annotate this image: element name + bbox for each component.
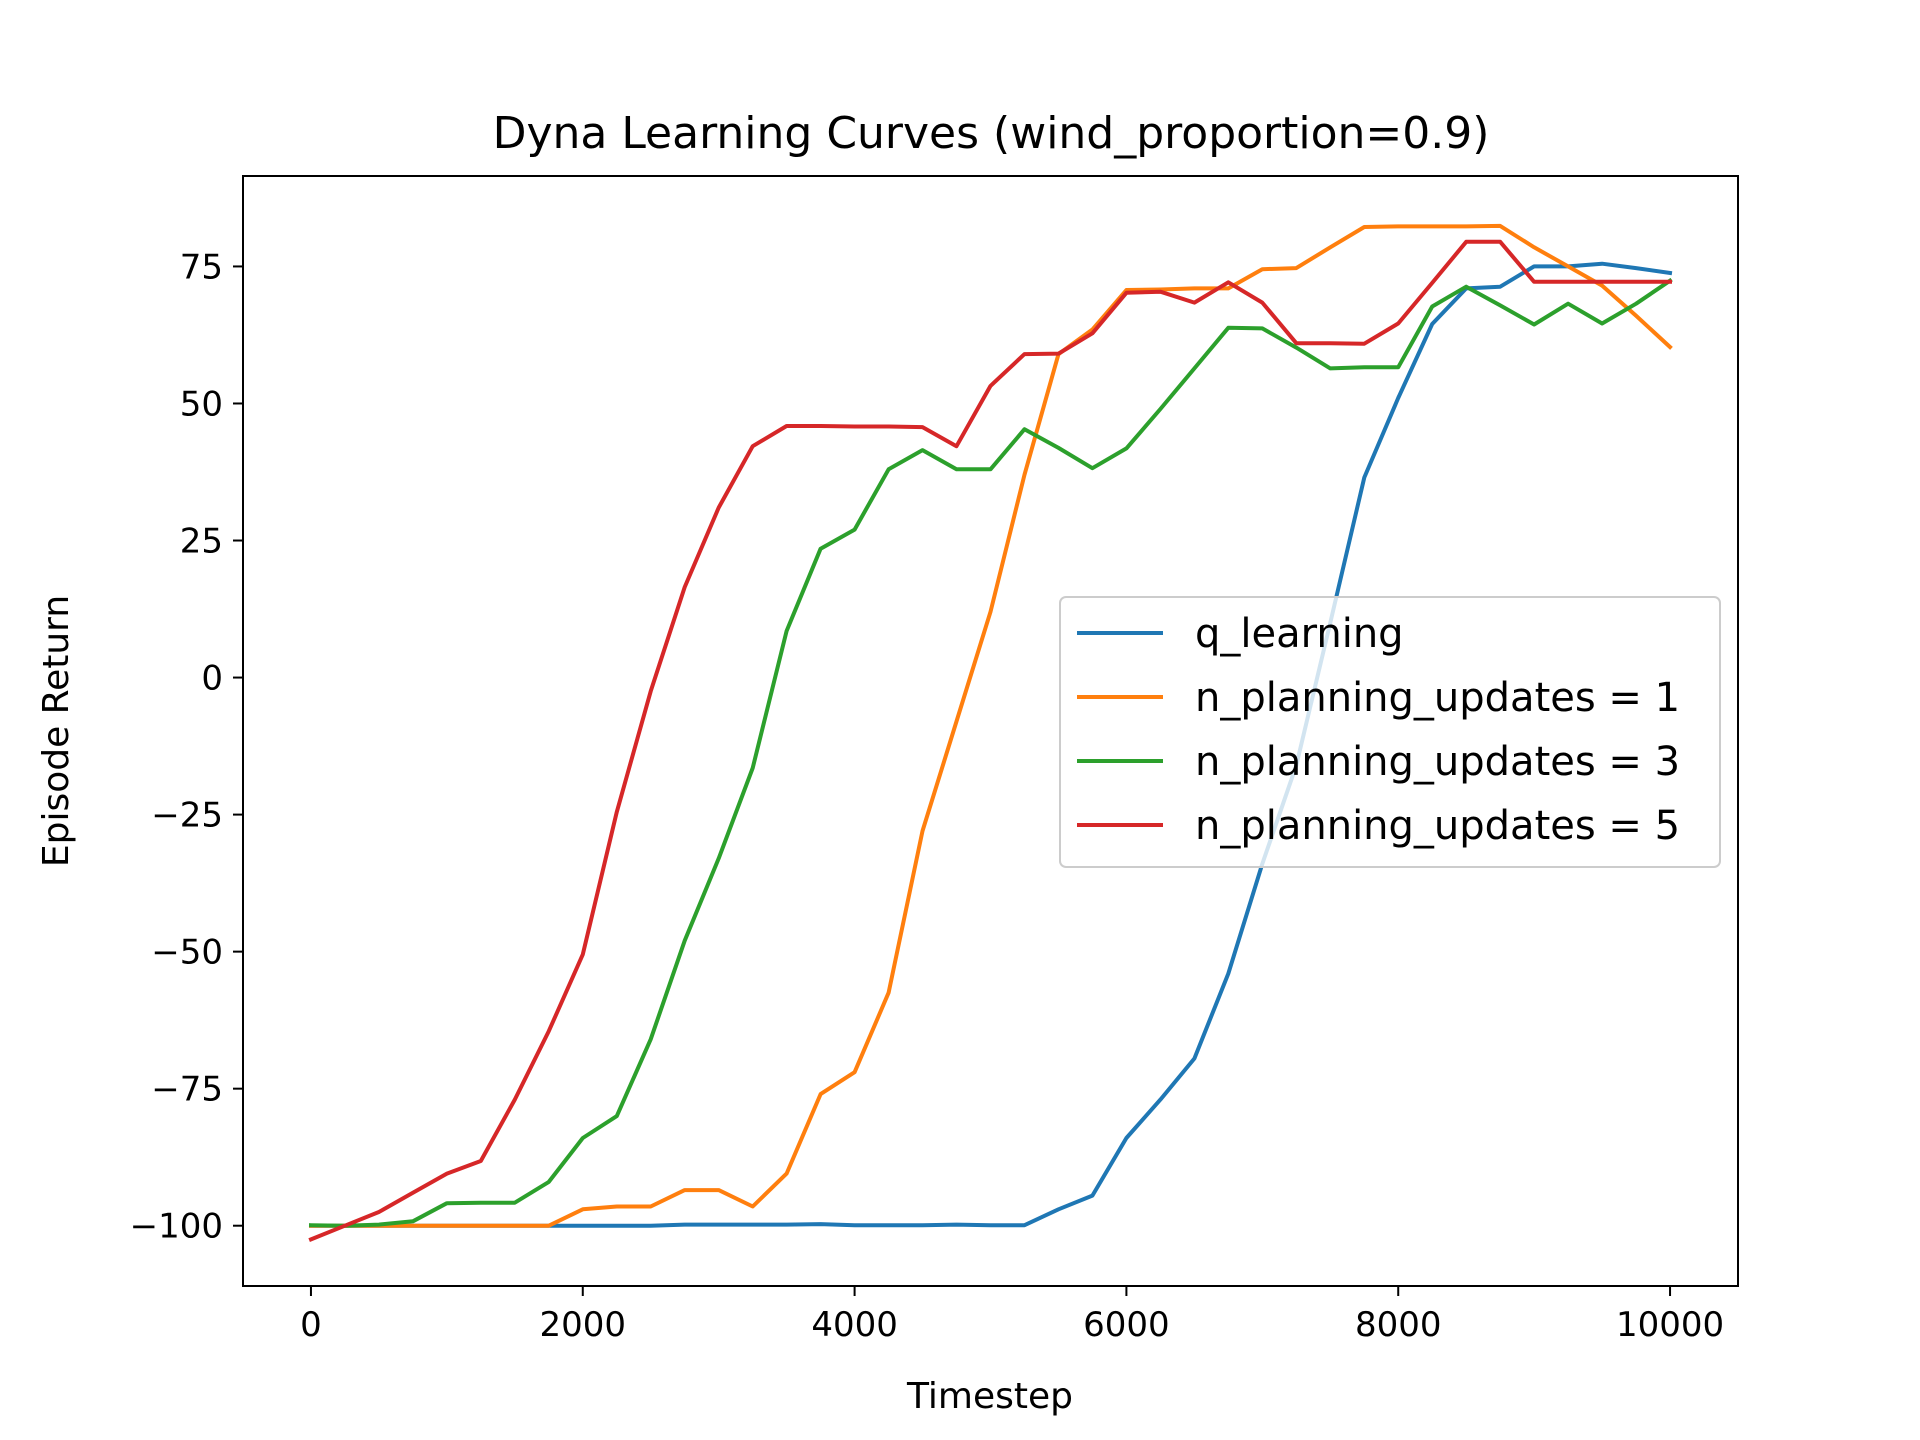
x-axis: 0 2000 4000 6000 8000 10000	[300, 1286, 1724, 1345]
x-tick-label: 6000	[1083, 1305, 1170, 1345]
chart-title: Dyna Learning Curves (wind_proportion=0.…	[493, 108, 1490, 159]
plot-area	[308, 223, 1673, 1243]
series-line-2	[308, 277, 1673, 1228]
y-tick-label: 25	[180, 522, 223, 562]
y-axis-label: Episode Return	[36, 595, 77, 867]
y-tick-label: 0	[201, 659, 223, 699]
series-line-1	[309, 223, 1673, 1228]
x-axis-label: Timestep	[906, 1376, 1073, 1417]
legend-box	[1059, 596, 1721, 868]
y-tick-label: 50	[180, 384, 223, 424]
x-tick-label: 10000	[1616, 1305, 1724, 1345]
x-tick-label: 4000	[811, 1305, 898, 1345]
legend-label-3: n_planning_updates = 5	[1195, 803, 1680, 849]
x-tick-label: 8000	[1355, 1305, 1442, 1345]
axes-frame	[242, 175, 1739, 1287]
legend: q_learning n_planning_updates = 1 n_planni…	[1059, 596, 1721, 868]
legend-label-1: n_planning_updates = 1	[1195, 675, 1680, 721]
y-axis: −100 −75 −50 −25 0 25 50 75	[130, 247, 243, 1247]
legend-label-0: q_learning	[1195, 611, 1404, 657]
y-tick-label: −25	[151, 796, 223, 836]
y-tick-label: −50	[151, 933, 223, 973]
x-tick-label: 2000	[540, 1305, 627, 1345]
series-line-3	[308, 239, 1672, 1243]
x-tick-label: 0	[300, 1305, 322, 1345]
y-tick-label: −100	[130, 1207, 223, 1247]
y-tick-label: −75	[151, 1070, 223, 1110]
y-tick-label: 75	[180, 247, 223, 287]
legend-label-2: n_planning_updates = 3	[1195, 739, 1680, 785]
